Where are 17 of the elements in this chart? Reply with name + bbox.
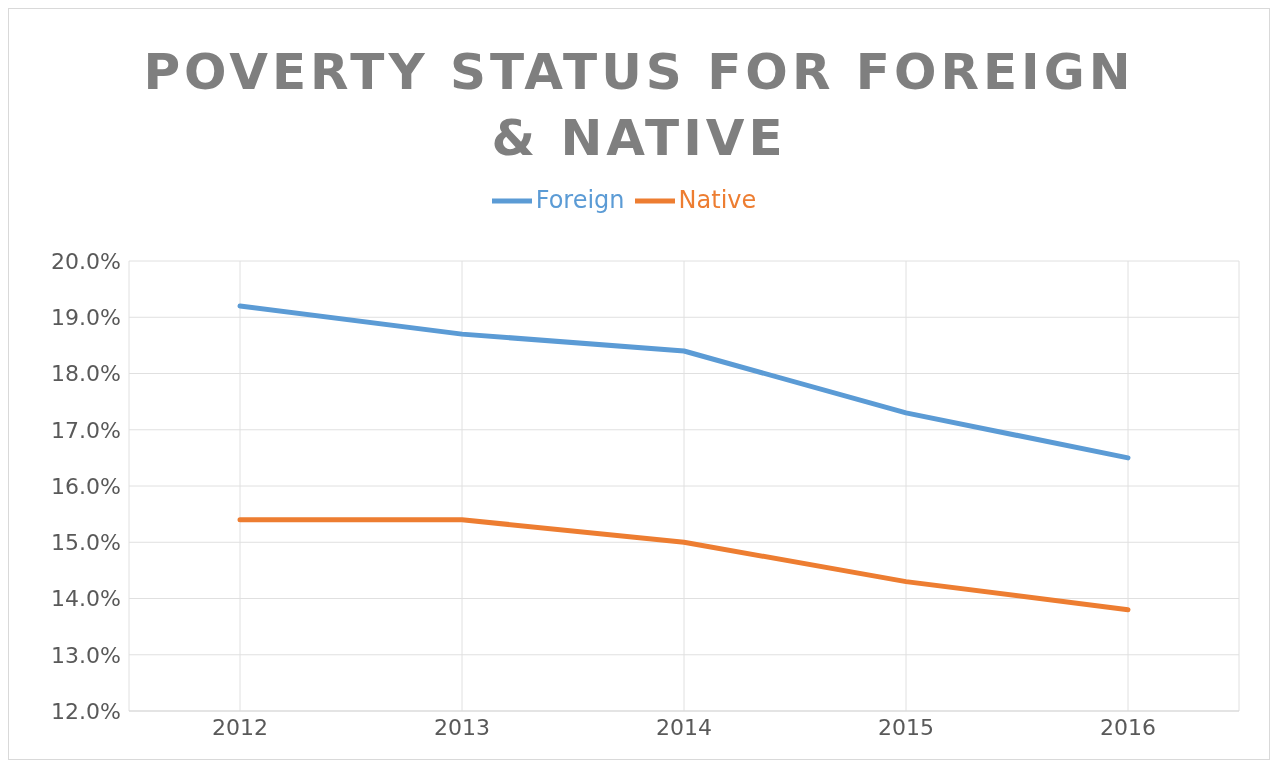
legend-label: Foreign — [535, 186, 625, 214]
y-tick-label: 19.0% — [51, 305, 121, 331]
y-tick-label: 15.0% — [51, 530, 121, 556]
y-tick-label: 14.0% — [51, 586, 121, 612]
y-tick-label: 12.0% — [51, 698, 121, 724]
x-tick-label: 2013 — [434, 714, 490, 740]
y-tick-label: 20.0% — [51, 248, 121, 274]
x-tick-label: 2015 — [878, 714, 934, 740]
x-tick-label: 2016 — [1100, 714, 1156, 740]
y-tick-label: 16.0% — [51, 473, 121, 499]
y-tick-label: 17.0% — [51, 417, 121, 443]
y-tick-label: 18.0% — [51, 361, 121, 387]
x-tick-label: 2014 — [656, 714, 712, 740]
chart-title: POVERTY STATUS FOR FOREIGN & NATIVE — [142, 42, 1136, 169]
y-tick-label: 13.0% — [51, 642, 121, 668]
x-tick-label: 2012 — [212, 714, 268, 740]
legend-label: Native — [678, 186, 757, 214]
